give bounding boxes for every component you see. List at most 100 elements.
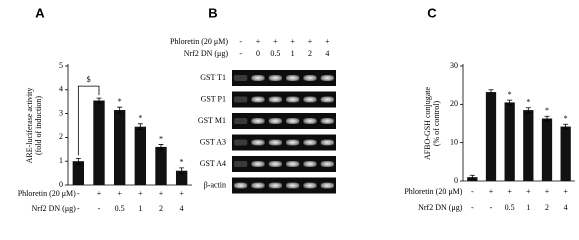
header-row-label: Phloretin (20 μM) [170, 37, 228, 46]
significance-mark: * [545, 106, 549, 115]
header-label: 2 [308, 49, 312, 58]
significance-mark: * [180, 158, 184, 167]
bar [93, 100, 105, 185]
significance-mark: * [508, 90, 512, 99]
gel-band [286, 161, 300, 167]
bar [560, 126, 571, 181]
y-tick-label: 0 [454, 176, 458, 185]
gel-strip [232, 113, 336, 129]
gel-strip [232, 91, 336, 108]
header-label: + [290, 37, 295, 46]
y-axis-title-line: (fold of induction) [34, 96, 43, 155]
x-tick-label: + [159, 189, 164, 198]
gel-band [320, 161, 334, 167]
gel-band [320, 75, 334, 81]
bar [134, 126, 147, 185]
error-bar [158, 144, 164, 150]
gel-band [303, 75, 317, 81]
significance-mark: * [138, 114, 142, 123]
gel-band [286, 118, 300, 124]
header-label: 0 [256, 49, 260, 58]
x-tick-label: + [97, 189, 102, 198]
gel-band [268, 182, 282, 189]
error-bar [563, 123, 569, 130]
gel-band [320, 182, 334, 189]
y-tick-label: 20 [450, 99, 458, 108]
gel-band [268, 161, 282, 167]
x-tick-label: - [471, 187, 474, 196]
gel-band [234, 118, 248, 124]
figure: A 0 1 2 3 4 5 ARE-luciferase activity (fold of i… [18, 5, 575, 213]
panel-letter: A [35, 5, 45, 20]
x-tick-label: - [77, 189, 80, 198]
header-label: 0.5 [270, 49, 280, 58]
header-label: - [239, 49, 242, 58]
gel-band [286, 139, 300, 146]
bar [113, 110, 126, 185]
error-bar [75, 157, 81, 165]
error-bar [525, 107, 531, 113]
bar [155, 146, 167, 185]
gel-strip [232, 70, 336, 86]
gel-lane-label: GST T1 [200, 73, 226, 82]
gel-lane-label: GST P1 [201, 94, 226, 103]
x-tick-label: - [471, 203, 474, 212]
gel-strip [232, 156, 336, 172]
bar [504, 102, 515, 181]
x-row-label: Nrf2 DN (μg) [32, 204, 77, 213]
x-tick-label: 4 [564, 203, 568, 212]
gel-band [251, 182, 265, 189]
x-tick-label: + [545, 187, 550, 196]
gel-lane-label: GST A3 [200, 137, 226, 146]
x-row-label: Nrf2 DN (μg) [418, 203, 463, 212]
y-tick-label: 0 [59, 180, 63, 189]
bar [175, 170, 188, 185]
x-tick-label: - [77, 204, 80, 213]
gel-band [303, 182, 317, 189]
x-tick-label: 2 [545, 203, 549, 212]
header-label: - [239, 37, 242, 46]
gel-band [268, 75, 282, 81]
x-tick-label: 0.5 [505, 203, 515, 212]
panel-letter: C [427, 5, 437, 20]
gel-band [268, 96, 282, 103]
gel-band [303, 118, 317, 124]
y-axis-title: AFBO-GSH conjugate (% of control) [423, 87, 441, 161]
y-tick-label: 3 [59, 108, 63, 117]
bar [485, 92, 497, 181]
gel-band [303, 96, 317, 103]
y-axis-title-line: ARE-luciferase activity [25, 88, 34, 164]
x-tick-label: 2 [159, 204, 163, 213]
header-label: 4 [325, 49, 329, 58]
error-bar [544, 115, 550, 122]
x-tick-label: + [179, 189, 184, 198]
x-tick-label: - [490, 203, 493, 212]
gel-band [268, 139, 282, 146]
error-bar [96, 97, 102, 104]
significance-mark: * [564, 114, 568, 123]
error-bar [117, 106, 123, 114]
header-row-label: Nrf2 DN (μg) [184, 49, 229, 58]
x-tick-label: 1 [138, 204, 142, 213]
panel-letter: B [208, 5, 217, 20]
gel-band [234, 139, 248, 146]
x-tick-label: + [507, 187, 512, 196]
y-tick-label: 1 [59, 156, 63, 165]
gel-band [286, 75, 300, 81]
error-bar [179, 167, 185, 174]
x-tick-label: + [526, 187, 531, 196]
x-row-label: Phloretin (20 μM) [404, 187, 462, 196]
error-bar [488, 89, 494, 95]
y-axis-title: ARE-luciferase activity (fold of inductio… [25, 88, 43, 164]
bar [72, 161, 85, 185]
header-label: + [308, 37, 313, 46]
gel-lane-label: β-actin [204, 180, 226, 189]
significance-mark: * [159, 134, 163, 143]
header-label: 1 [291, 49, 295, 58]
bracket [77, 85, 100, 156]
y-tick-label: 10 [450, 137, 458, 146]
x-tick-label: + [563, 187, 568, 196]
y-axis-title-line: (% of control) [432, 101, 441, 147]
y-tick-label: 30 [450, 61, 458, 70]
x-tick-label: - [98, 204, 101, 213]
